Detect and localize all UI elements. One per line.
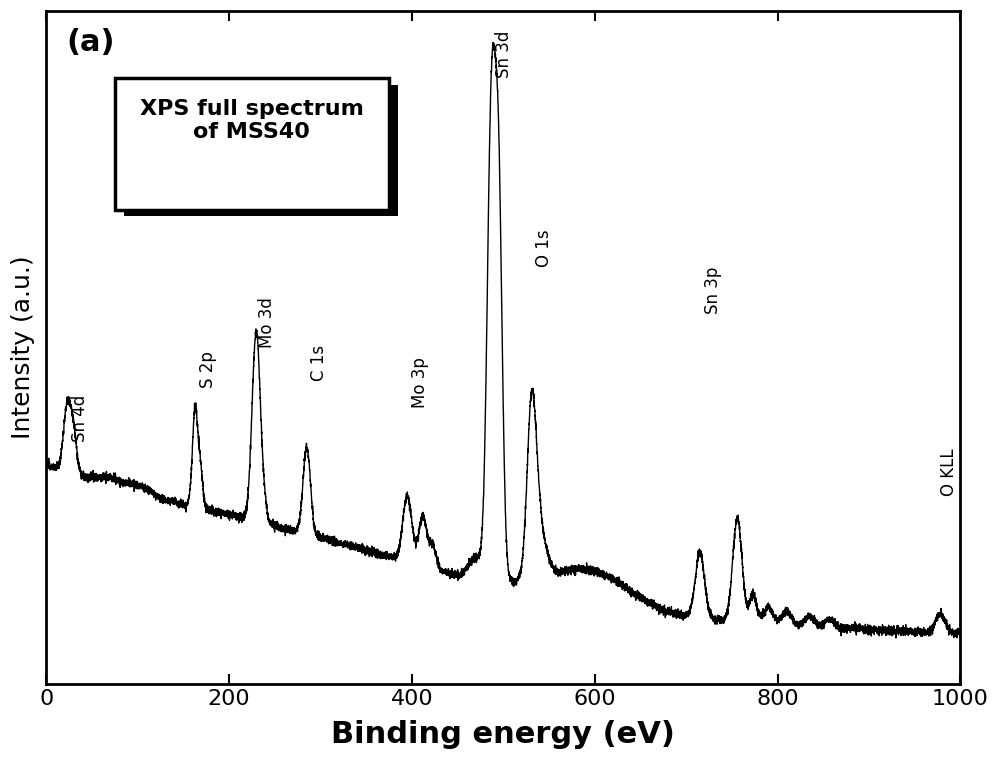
Text: Mo 3p: Mo 3p — [411, 357, 429, 408]
Text: Mo 3d: Mo 3d — [258, 296, 276, 347]
FancyBboxPatch shape — [115, 78, 389, 210]
Text: Sn 3d: Sn 3d — [495, 31, 513, 78]
Text: O 1s: O 1s — [535, 230, 553, 267]
X-axis label: Binding energy (eV): Binding energy (eV) — [331, 720, 675, 749]
Text: Sn 3p: Sn 3p — [704, 267, 722, 314]
Text: O KLL: O KLL — [940, 448, 958, 496]
Y-axis label: Intensity (a.u.): Intensity (a.u.) — [11, 255, 35, 439]
Text: XPS full spectrum
of MSS40: XPS full spectrum of MSS40 — [140, 99, 364, 142]
Text: Sn 4d: Sn 4d — [71, 394, 89, 442]
Text: S 2p: S 2p — [199, 351, 217, 388]
Text: C 1s: C 1s — [310, 345, 328, 382]
Text: (a): (a) — [66, 28, 115, 57]
FancyBboxPatch shape — [124, 85, 398, 217]
